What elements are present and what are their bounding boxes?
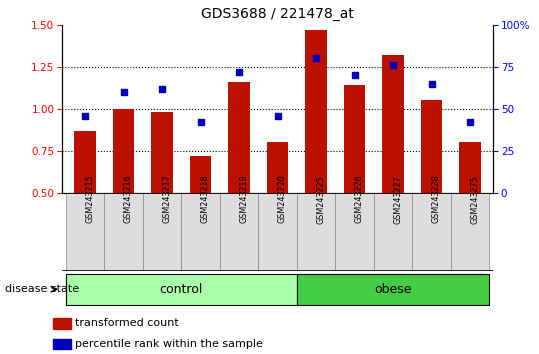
Point bbox=[196, 120, 205, 125]
Bar bbox=[113, 109, 134, 193]
Point bbox=[427, 81, 436, 86]
Point bbox=[389, 62, 397, 68]
Point bbox=[273, 113, 282, 118]
Point bbox=[235, 69, 244, 75]
Point bbox=[466, 120, 474, 125]
Point bbox=[158, 86, 167, 92]
Bar bbox=[297, 274, 489, 304]
Bar bbox=[344, 85, 365, 193]
Point bbox=[81, 113, 89, 118]
Bar bbox=[335, 193, 374, 271]
Bar bbox=[151, 112, 172, 193]
Bar bbox=[105, 193, 143, 271]
Bar bbox=[306, 30, 327, 193]
Point bbox=[119, 89, 128, 95]
Bar bbox=[383, 55, 404, 193]
Text: GSM243215: GSM243215 bbox=[85, 175, 94, 223]
Bar bbox=[66, 274, 297, 304]
Bar bbox=[451, 193, 489, 271]
Bar bbox=[53, 318, 71, 329]
Bar bbox=[229, 82, 250, 193]
Bar bbox=[220, 193, 258, 271]
Bar bbox=[66, 193, 105, 271]
Bar bbox=[143, 193, 181, 271]
Text: GSM243226: GSM243226 bbox=[355, 175, 364, 223]
Bar bbox=[412, 193, 451, 271]
Bar bbox=[459, 143, 481, 193]
Text: transformed count: transformed count bbox=[75, 318, 179, 329]
Bar bbox=[297, 193, 335, 271]
Bar bbox=[74, 131, 95, 193]
Bar bbox=[181, 193, 220, 271]
Title: GDS3688 / 221478_at: GDS3688 / 221478_at bbox=[201, 7, 354, 21]
Text: GSM243220: GSM243220 bbox=[278, 175, 287, 223]
Text: GSM243219: GSM243219 bbox=[239, 175, 248, 223]
Text: control: control bbox=[160, 283, 203, 296]
Text: disease state: disease state bbox=[5, 284, 80, 294]
Text: GSM243217: GSM243217 bbox=[162, 175, 171, 223]
Text: obese: obese bbox=[374, 283, 412, 296]
Bar bbox=[374, 193, 412, 271]
Text: GSM243228: GSM243228 bbox=[432, 175, 440, 223]
Text: GSM243275: GSM243275 bbox=[470, 175, 479, 223]
Bar bbox=[421, 101, 442, 193]
Point bbox=[312, 56, 320, 61]
Bar bbox=[267, 143, 288, 193]
Text: percentile rank within the sample: percentile rank within the sample bbox=[75, 339, 263, 349]
Text: GSM243225: GSM243225 bbox=[316, 175, 325, 223]
Bar bbox=[53, 339, 71, 349]
Bar bbox=[190, 156, 211, 193]
Text: GSM243227: GSM243227 bbox=[393, 175, 402, 223]
Text: GSM243218: GSM243218 bbox=[201, 175, 210, 223]
Bar bbox=[258, 193, 297, 271]
Text: GSM243216: GSM243216 bbox=[123, 175, 133, 223]
Point bbox=[350, 73, 359, 78]
